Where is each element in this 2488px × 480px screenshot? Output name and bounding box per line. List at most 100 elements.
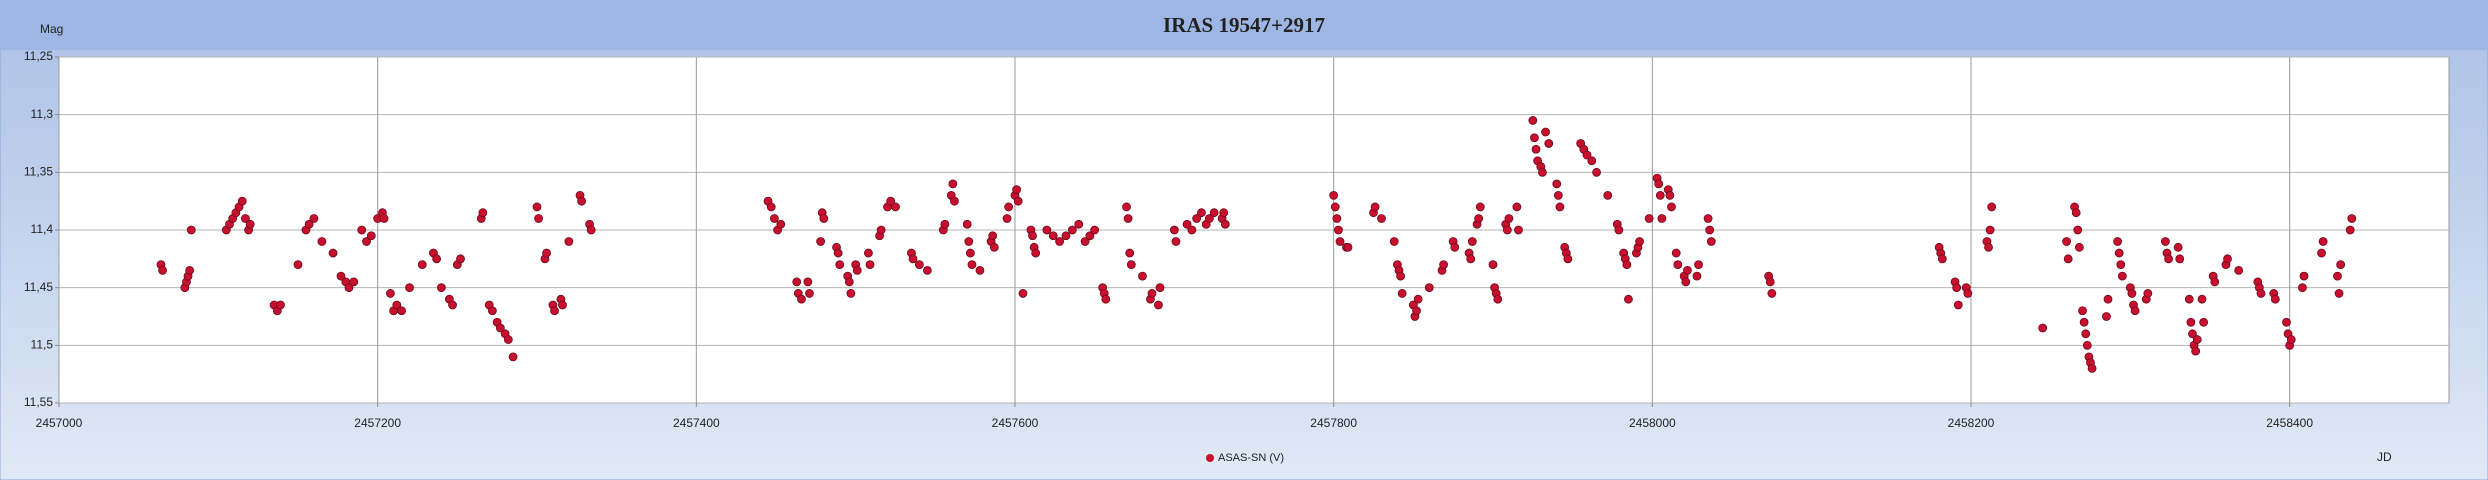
data-point [950, 196, 959, 206]
data-point [1329, 190, 1339, 200]
data-point [1424, 283, 1434, 293]
data-point [397, 306, 406, 316]
data-point [2062, 237, 2072, 246]
legend-label: ASAS-SN (V) [1218, 452, 1284, 464]
data-point [456, 254, 465, 264]
data-point [1396, 271, 1405, 281]
x-tick-label: 2458000 [1629, 416, 1676, 430]
data-point [2160, 237, 2170, 246]
data-point [1937, 254, 1947, 264]
data-point [819, 214, 829, 223]
data-point [975, 265, 985, 275]
data-point [2336, 260, 2346, 270]
data-point [835, 260, 845, 270]
data-point [1055, 237, 1065, 246]
data-point [357, 225, 367, 235]
data-point [1413, 294, 1423, 304]
data-point [1544, 139, 1554, 148]
data-point [241, 214, 250, 223]
data-point [487, 306, 497, 316]
data-point [1155, 283, 1165, 293]
x-tick-label: 2457400 [673, 416, 720, 430]
data-point [1182, 219, 1192, 229]
data-point [1963, 289, 1973, 298]
data-point [2347, 214, 2357, 223]
data-point [989, 242, 999, 252]
data-point [1220, 219, 1230, 229]
data-point [558, 300, 567, 310]
data-point [1377, 214, 1386, 223]
data-point [405, 283, 414, 293]
data-point [816, 237, 826, 246]
data-point [1080, 237, 1090, 246]
data-point [158, 265, 167, 275]
data-point [803, 277, 813, 287]
data-point [2345, 225, 2355, 235]
data-point [1667, 202, 1676, 212]
data-point [1765, 277, 1775, 287]
data-point [379, 214, 389, 223]
data-point [1219, 208, 1229, 218]
data-point [1334, 225, 1343, 235]
data-point [550, 306, 559, 316]
data-point [532, 202, 542, 212]
data-point [2063, 254, 2073, 264]
x-tick-label: 2457800 [1310, 416, 1357, 430]
data-point [2074, 242, 2084, 252]
data-point [2117, 271, 2127, 281]
data-point [577, 196, 587, 206]
data-point [2113, 237, 2122, 246]
data-point [1343, 242, 1353, 252]
data-point [309, 214, 319, 223]
data-point [1004, 202, 1014, 212]
data-point [1694, 260, 1703, 270]
x-tick-label: 2457200 [354, 416, 401, 430]
data-point [1171, 237, 1181, 246]
data-point [2073, 225, 2083, 235]
data-point [915, 260, 924, 270]
data-point [776, 219, 786, 229]
data-point [770, 214, 779, 223]
data-point [940, 219, 950, 229]
data-point [1552, 179, 1562, 189]
data-point [1475, 202, 1485, 212]
data-point [1635, 237, 1644, 246]
data-point [386, 289, 395, 298]
data-point [1466, 254, 1476, 264]
data-point [448, 300, 457, 310]
data-point [1654, 179, 1664, 189]
grid [58, 56, 2449, 404]
data-point [564, 237, 574, 246]
data-point [245, 219, 255, 229]
data-point [237, 196, 247, 206]
data-point [2116, 260, 2126, 270]
data-point [2038, 323, 2048, 333]
data-point [1042, 225, 1052, 235]
data-point [2127, 289, 2137, 298]
data-point [1488, 260, 1498, 270]
data-point [1439, 260, 1449, 270]
data-point [1563, 254, 1573, 264]
data-point [1985, 225, 1995, 235]
data-point [988, 231, 998, 241]
data-point [2199, 317, 2209, 327]
data-point [1673, 260, 1683, 270]
x-tick-label: 2457600 [992, 416, 1039, 430]
data-point [586, 225, 596, 235]
data-point [2333, 271, 2342, 281]
y-tick-label: 11,25 [24, 49, 53, 63]
legend: ASAS-SN (V) [1206, 452, 1284, 464]
data-point [2175, 254, 2185, 264]
data-point [1541, 127, 1550, 137]
data-point [1705, 225, 1715, 235]
data-point [1389, 237, 1399, 246]
data-point [2210, 277, 2220, 287]
x-tick-label: 2458400 [2266, 416, 2313, 430]
data-point [948, 179, 958, 189]
data-point [1952, 283, 1962, 293]
data-point [1028, 231, 1037, 241]
data-point [2286, 335, 2296, 344]
data-point [1603, 190, 1613, 200]
data-point [833, 248, 843, 258]
data-point [1048, 231, 1058, 241]
